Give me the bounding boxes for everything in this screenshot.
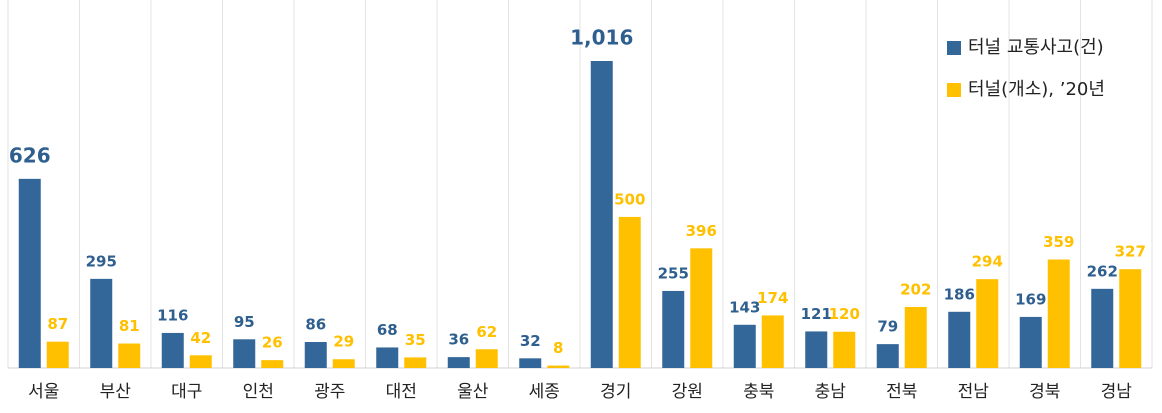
data-label: 35 [405,331,426,349]
x-tick-label: 인천 [243,382,274,402]
bar [833,331,856,368]
bar [948,311,971,368]
data-label: 120 [829,305,860,323]
bar [18,178,41,368]
bar [876,344,899,368]
bar [233,339,256,368]
bar [447,357,470,368]
x-tick-label: 강원 [672,382,703,402]
x-tick-label: 서울 [28,382,59,402]
x-tick-label: 충남 [815,382,847,402]
data-label: 116 [157,306,188,324]
bar [690,248,713,368]
data-label: 143 [729,298,760,316]
data-label: 121 [801,305,832,323]
data-label: 8 [553,339,563,357]
x-tick-label: 세종 [529,382,560,402]
data-label: 81 [119,317,140,335]
x-tick-label: 경남 [1101,382,1133,402]
data-label: 262 [1087,262,1118,280]
bar [618,216,641,368]
data-label: 42 [190,329,211,347]
data-label: 359 [1043,233,1074,251]
bar [805,331,828,368]
bar [118,343,141,368]
x-tick-label: 전남 [958,382,990,402]
x-tick-label: 경기 [600,382,631,402]
legend-swatch [947,41,961,55]
bar [547,365,570,368]
x-tick-label: 광주 [314,382,345,402]
data-label: 327 [1115,243,1146,261]
data-label: 202 [900,280,931,298]
bar [332,359,355,368]
data-label: 32 [520,332,541,350]
data-label: 174 [757,289,788,307]
bar [46,341,69,368]
bar [590,61,613,368]
bar [304,342,327,368]
bar [519,358,542,368]
bar [904,306,927,368]
bar [475,349,498,368]
data-label: 294 [972,253,1003,271]
legend-swatch [947,83,961,97]
data-label: 26 [262,334,283,352]
x-tick-label: 전북 [886,382,917,402]
x-tick-label: 울산 [457,382,489,402]
data-label: 79 [877,318,898,336]
data-label: 396 [686,222,717,240]
data-label: 29 [333,333,354,351]
bar [733,324,756,368]
bar [1119,269,1142,368]
x-tick-label: 대전 [386,382,417,402]
data-label: 86 [305,316,326,334]
data-label: 500 [614,190,645,208]
bar [761,315,784,368]
data-label: 36 [448,331,469,349]
data-label: 1,016 [570,26,633,50]
data-label: 68 [377,321,398,339]
bar [1019,316,1042,368]
x-tick-label: 충북 [743,382,774,402]
data-label: 87 [47,315,68,333]
bar [1047,259,1070,368]
data-label: 626 [9,143,51,167]
bar [404,357,427,368]
data-label: 62 [476,323,497,341]
data-label: 169 [1015,290,1046,308]
bar [261,360,284,368]
bar [376,347,399,368]
legend-label: 터널 교통사고(건) [968,37,1104,58]
bar [161,332,184,368]
bar [976,279,999,368]
legend-label: 터널(개소), ’20년 [968,79,1105,100]
bar [189,355,212,368]
data-label: 255 [658,264,689,282]
x-tick-label: 대구 [171,382,202,402]
bar [90,278,113,368]
data-label: 95 [234,313,255,331]
data-label: 186 [944,285,975,303]
x-tick-label: 경북 [1029,382,1060,402]
x-tick-label: 부산 [100,382,132,402]
data-label: 295 [86,252,117,270]
bar [662,290,685,368]
bar [1091,288,1114,368]
